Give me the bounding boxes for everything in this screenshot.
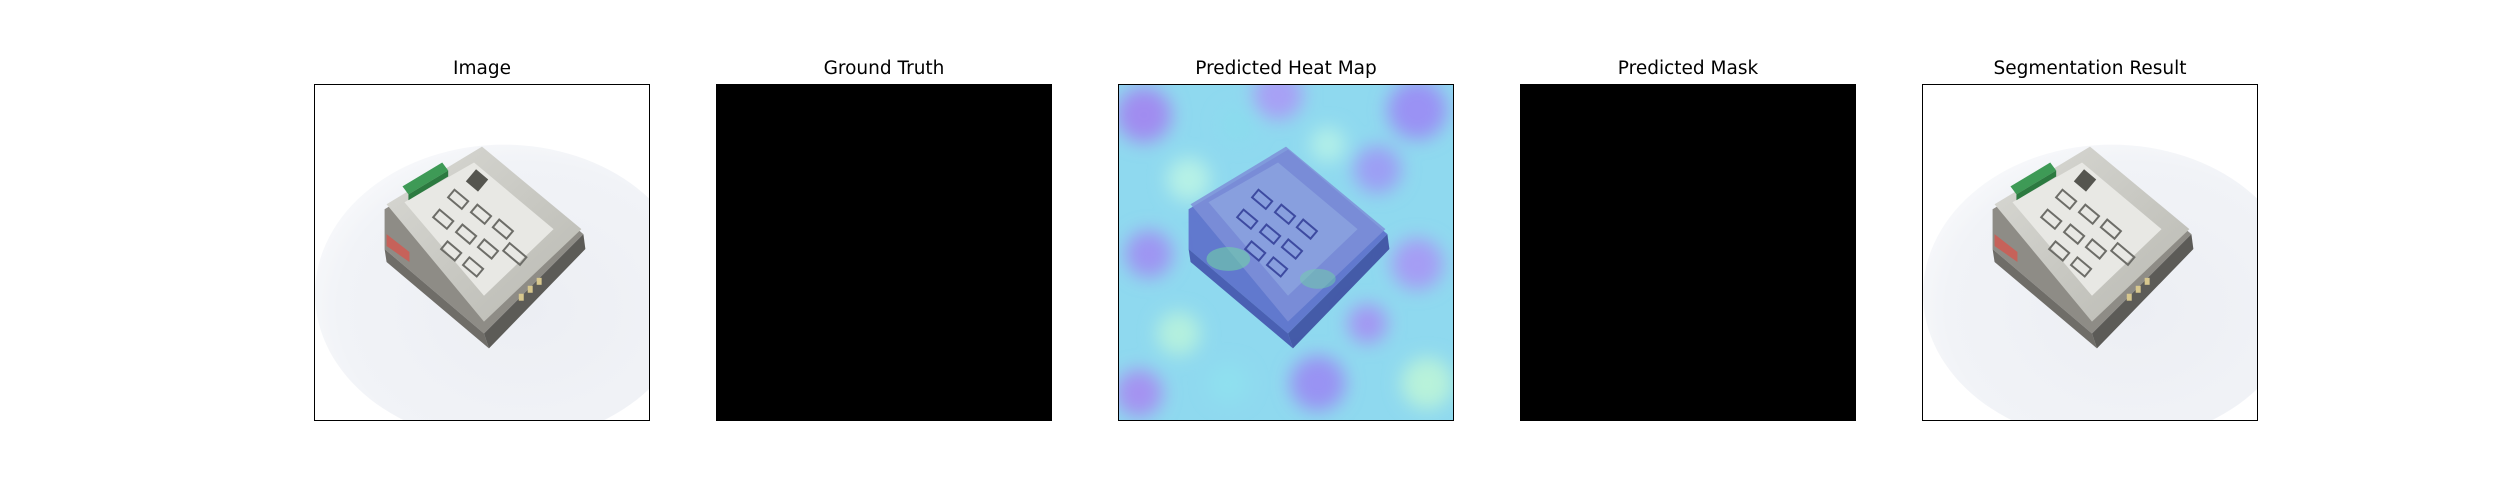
panel-title-heat-map: Predicted Heat Map bbox=[1195, 58, 1377, 79]
ground-truth-mask bbox=[716, 84, 1052, 421]
predicted-mask bbox=[1520, 84, 1856, 421]
panel-title-predicted-mask: Predicted Mask bbox=[1617, 58, 1759, 79]
device-photo bbox=[315, 85, 649, 420]
panel-segmentation-result: Segmentation Result bbox=[1920, 0, 2260, 500]
panel-ground-truth: Ground Truth bbox=[714, 0, 1054, 500]
heat-map-image bbox=[1119, 85, 1453, 420]
segmentation-photo bbox=[1923, 85, 2257, 420]
image-frame bbox=[314, 84, 650, 421]
panel-title-segmentation-result: Segmentation Result bbox=[1993, 58, 2187, 79]
panel-predicted-mask: Predicted Mask bbox=[1518, 0, 1858, 500]
panel-heat-map: Predicted Heat Map bbox=[1116, 0, 1456, 500]
panel-image: Image bbox=[312, 0, 652, 500]
heat-map-frame bbox=[1118, 84, 1454, 421]
panel-title-ground-truth: Ground Truth bbox=[823, 58, 945, 79]
panel-title-image: Image bbox=[453, 58, 511, 79]
segmentation-frame bbox=[1922, 84, 2258, 421]
